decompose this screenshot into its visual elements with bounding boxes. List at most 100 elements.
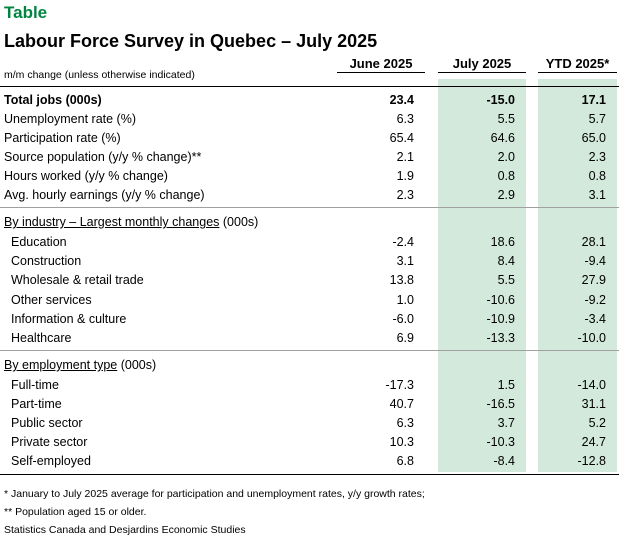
row-label: Source population (y/y % change)**: [4, 150, 202, 164]
value-july: -10.3: [486, 435, 516, 449]
value-ytd: 0.8: [588, 169, 606, 183]
value-ytd: -14.0: [577, 378, 607, 392]
july-column-shade: [438, 79, 526, 472]
value-july: -15.0: [486, 93, 516, 107]
table-row: Full-time -17.3 1.5 -14.0: [0, 376, 619, 395]
row-label: Full-time: [11, 378, 59, 392]
table-row: Unemployment rate (%) 6.3 5.5 5.7: [0, 110, 619, 129]
value-ytd: -12.8: [577, 454, 607, 468]
employment-section-unit: (000s): [117, 358, 157, 372]
value-ytd: -10.0: [577, 331, 607, 345]
value-july: -16.5: [486, 397, 516, 411]
row-label: Education: [11, 235, 67, 249]
row-label: Unemployment rate (%): [4, 112, 136, 126]
value-ytd: 27.9: [581, 273, 606, 287]
footnote: * January to July 2025 average for parti…: [4, 488, 425, 500]
value-june: -6.0: [392, 312, 414, 326]
value-july: 5.5: [497, 273, 515, 287]
value-july: 5.5: [497, 112, 515, 126]
row-label: Other services: [11, 293, 92, 307]
row-label: Self-employed: [11, 454, 91, 468]
row-label: Part-time: [11, 397, 62, 411]
row-label: Wholesale & retail trade: [11, 273, 144, 287]
value-ytd: 5.2: [588, 416, 606, 430]
row-label: Participation rate (%): [4, 131, 121, 145]
section-divider: [0, 207, 619, 208]
table-tag: Table: [4, 3, 48, 22]
row-label: Hours worked (y/y % change): [4, 169, 168, 183]
value-july: 2.9: [497, 188, 515, 202]
value-june: 6.3: [396, 416, 414, 430]
table-row: Healthcare 6.9 -13.3 -10.0: [0, 329, 619, 348]
table-bottom-border: [0, 474, 619, 475]
footnote: ** Population aged 15 or older.: [4, 506, 147, 518]
value-ytd: 3.1: [588, 188, 606, 202]
value-july: -13.3: [486, 331, 516, 345]
table-row: Construction 3.1 8.4 -9.4: [0, 252, 619, 271]
ytd-column-shade: [538, 79, 617, 472]
value-ytd: -9.2: [584, 293, 606, 307]
table-row: Wholesale & retail trade 13.8 5.5 27.9: [0, 271, 619, 290]
value-july: -10.9: [486, 312, 516, 326]
value-july: 3.7: [497, 416, 515, 430]
value-ytd: 28.1: [581, 235, 606, 249]
value-june: 65.4: [389, 131, 414, 145]
value-june: 23.4: [389, 93, 414, 107]
header-divider: [0, 86, 619, 87]
row-label: Construction: [11, 254, 82, 268]
value-ytd: -3.4: [584, 312, 606, 326]
industry-section-heading: By industry – Largest monthly changes: [4, 215, 220, 229]
row-label: Avg. hourly earnings (y/y % change): [4, 188, 205, 202]
value-june: 2.1: [396, 150, 414, 164]
value-july: 1.5: [497, 378, 515, 392]
row-label: Total jobs (000s): [4, 93, 102, 107]
table-row: Avg. hourly earnings (y/y % change) 2.3 …: [0, 186, 619, 205]
column-header-june: June 2025: [337, 56, 425, 73]
table-row: Self-employed 6.8 -8.4 -12.8: [0, 452, 619, 471]
column-header-ytd: YTD 2025*: [538, 56, 617, 73]
table-row: Source population (y/y % change)** 2.1 2…: [0, 148, 619, 167]
section-divider: [0, 350, 619, 351]
industry-section-title: By industry – Largest monthly changes (0…: [4, 215, 258, 229]
industry-section-unit: (000s): [219, 215, 259, 229]
value-july: 8.4: [497, 254, 515, 268]
employment-section-heading: By employment type: [4, 358, 118, 372]
value-june: 6.8: [396, 454, 414, 468]
value-july: 18.6: [490, 235, 515, 249]
value-ytd: -9.4: [584, 254, 606, 268]
value-july: 2.0: [497, 150, 515, 164]
table-row: Education -2.4 18.6 28.1: [0, 233, 619, 252]
table-row: Private sector 10.3 -10.3 24.7: [0, 433, 619, 452]
column-header-july: July 2025: [438, 56, 526, 73]
page-title: Labour Force Survey in Quebec – July 202…: [4, 31, 378, 51]
employment-section-title: By employment type (000s): [4, 358, 156, 372]
value-june: 6.9: [396, 331, 414, 345]
value-june: 10.3: [389, 435, 414, 449]
row-label: Information & culture: [11, 312, 127, 326]
row-label: Healthcare: [11, 331, 72, 345]
value-ytd: 65.0: [581, 131, 606, 145]
value-ytd: 17.1: [581, 93, 606, 107]
value-june: 6.3: [396, 112, 414, 126]
value-july: 64.6: [490, 131, 515, 145]
value-ytd: 2.3: [588, 150, 606, 164]
value-june: 1.0: [396, 293, 414, 307]
value-ytd: 31.1: [581, 397, 606, 411]
table-row: Other services 1.0 -10.6 -9.2: [0, 291, 619, 310]
table-row: Information & culture -6.0 -10.9 -3.4: [0, 310, 619, 329]
table-row: Public sector 6.3 3.7 5.2: [0, 414, 619, 433]
table-subheader: m/m change (unless otherwise indicated): [4, 69, 195, 81]
row-label: Public sector: [11, 416, 83, 430]
table-row: Hours worked (y/y % change) 1.9 0.8 0.8: [0, 167, 619, 186]
value-june: 40.7: [389, 397, 414, 411]
value-july: 0.8: [497, 169, 515, 183]
value-july: -10.6: [486, 293, 516, 307]
value-ytd: 5.7: [588, 112, 606, 126]
value-june: 2.3: [396, 188, 414, 202]
value-july: -8.4: [493, 454, 515, 468]
row-label: Private sector: [11, 435, 88, 449]
value-june: -17.3: [385, 378, 415, 392]
source-note: Statistics Canada and Desjardins Economi…: [4, 524, 246, 536]
value-june: 13.8: [389, 273, 414, 287]
table-row: Total jobs (000s) 23.4 -15.0 17.1: [0, 91, 619, 110]
